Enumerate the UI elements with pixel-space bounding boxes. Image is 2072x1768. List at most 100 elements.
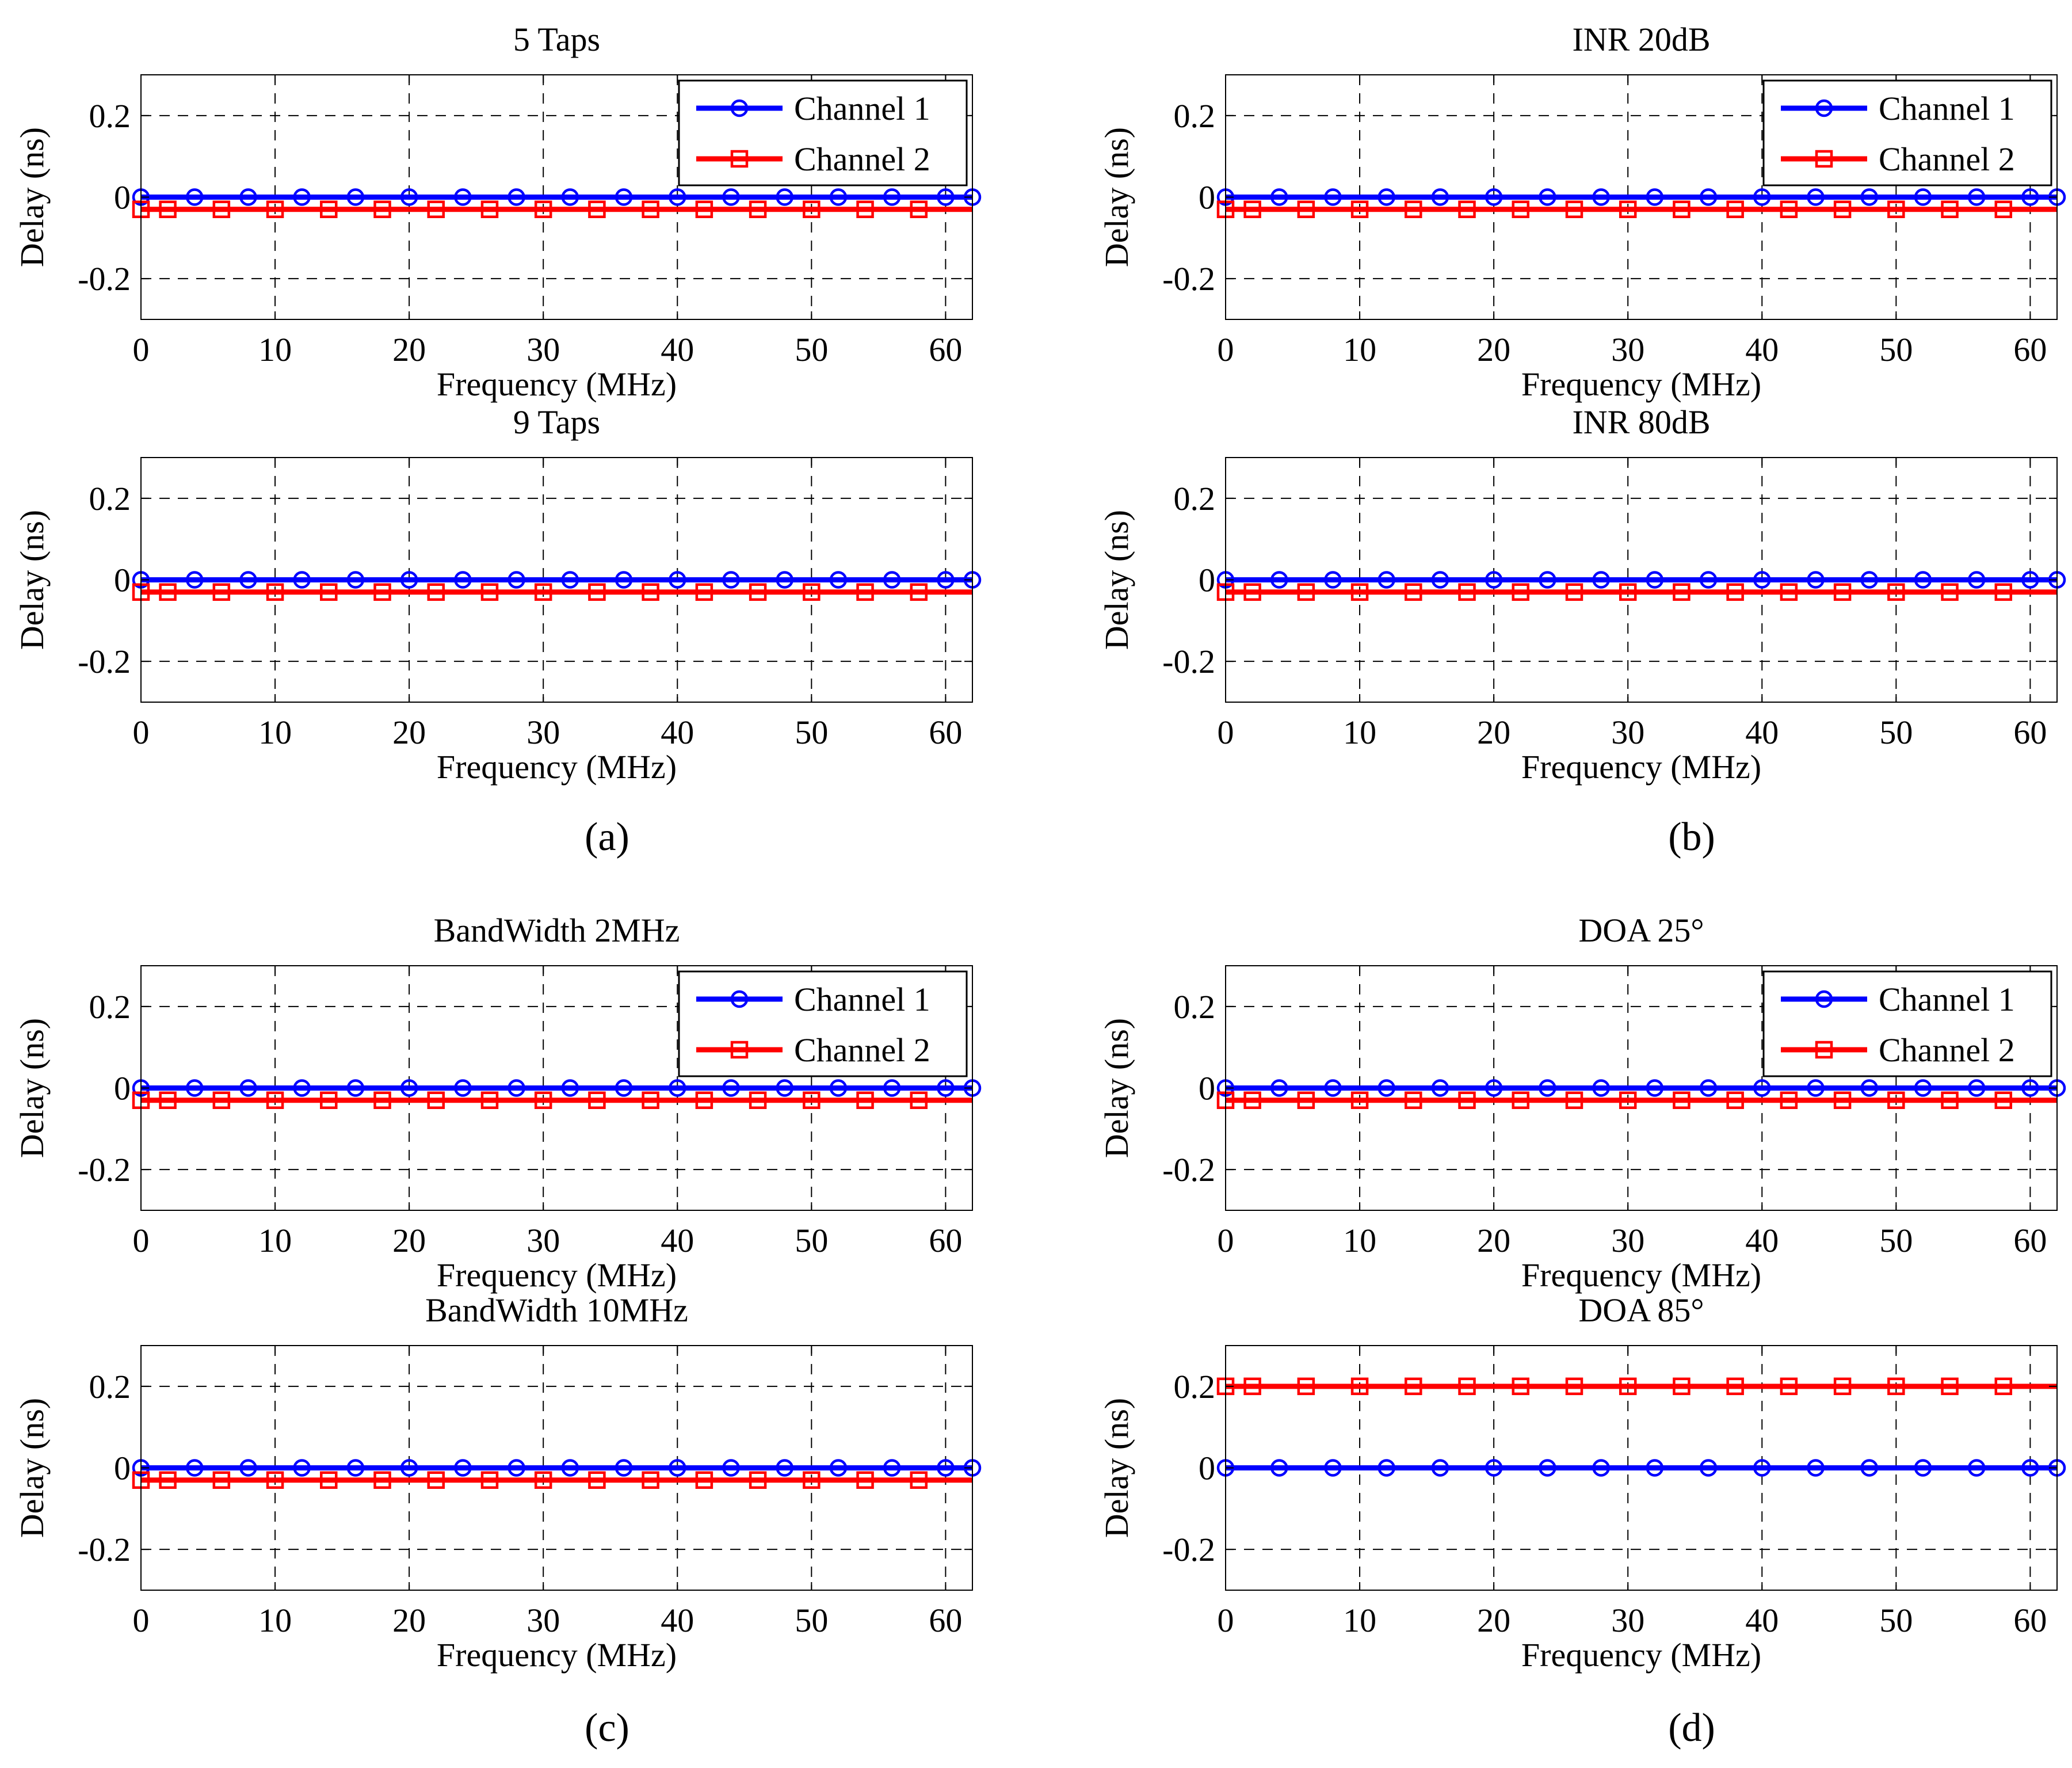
data-point-circle <box>1807 571 1825 589</box>
data-point-square <box>856 1471 874 1489</box>
data-point-circle <box>1646 1459 1664 1477</box>
data-point-square <box>910 200 928 218</box>
data-point-square <box>1405 1377 1422 1396</box>
data-point-square <box>1297 1091 1315 1109</box>
data-point-circle <box>507 571 525 589</box>
data-point-circle <box>346 188 365 206</box>
x-tick-label: 40 <box>1745 331 1779 368</box>
legend-marker-square <box>730 150 749 168</box>
caption-b: (b) <box>1668 815 1715 859</box>
data-point-square <box>1512 1377 1529 1396</box>
x-tick-label: 50 <box>1879 714 1913 751</box>
legend-marker-circle <box>730 990 749 1008</box>
data-point-circle <box>293 1459 311 1477</box>
data-point-circle <box>293 571 311 589</box>
data-point-circle <box>1324 1459 1342 1477</box>
x-tick-label: 50 <box>795 1222 828 1259</box>
data-point-square <box>1619 1091 1637 1109</box>
legend-entry: Channel 1 <box>1781 90 2015 127</box>
legend-box <box>678 79 968 186</box>
data-point-square <box>588 583 606 601</box>
y-tick-label: -0.2 <box>78 260 131 298</box>
data-point-square <box>159 1091 177 1109</box>
y-tick-label: -0.2 <box>1162 1531 1215 1568</box>
data-point-square <box>1405 1091 1422 1109</box>
x-tick-label: 30 <box>1611 1222 1644 1259</box>
data-point-circle <box>1485 1459 1503 1477</box>
x-tick-label: 60 <box>929 1602 962 1639</box>
data-point-circle <box>615 1459 633 1477</box>
data-point-square <box>1941 1377 1959 1396</box>
subplot-title: BandWidth 10MHz <box>425 1291 688 1329</box>
data-point-square <box>480 1091 499 1109</box>
data-point-circle <box>1592 1459 1610 1477</box>
x-tick-label: 60 <box>929 331 962 368</box>
caption-a: (a) <box>585 815 629 859</box>
data-point-square <box>1833 583 1852 601</box>
data-point-square <box>266 1091 284 1109</box>
data-point-circle <box>185 1079 204 1097</box>
data-point-square <box>1726 200 1744 218</box>
data-point-circle <box>937 188 955 206</box>
x-tick-label: 60 <box>929 1222 962 1259</box>
x-tick-label: 60 <box>929 714 962 751</box>
data-point-square <box>1350 583 1369 601</box>
data-point-circle <box>1967 1079 1986 1097</box>
data-point-square <box>749 1091 767 1109</box>
data-point-square <box>373 583 391 601</box>
data-point-circle <box>1914 571 1932 589</box>
data-point-circle <box>722 571 740 589</box>
x-tick-label: 0 <box>133 331 150 368</box>
data-point-square <box>1673 583 1691 601</box>
legend-marker-circle <box>1815 990 1833 1008</box>
legend: Channel 1 Channel 2 <box>678 79 968 186</box>
data-point-circle <box>346 1459 365 1477</box>
data-point-circle <box>829 1459 848 1477</box>
x-tick-label: 40 <box>1745 714 1779 751</box>
legend-entry: Channel 2 <box>1781 140 2015 178</box>
data-point-square <box>159 1471 177 1489</box>
subplot-title: DOA 25° <box>1578 912 1704 949</box>
x-tick-label: 40 <box>1745 1602 1779 1639</box>
x-tick-label: 0 <box>133 1602 150 1639</box>
data-point-square <box>1994 1091 2013 1109</box>
data-point-square <box>373 200 391 218</box>
x-tick-label: 10 <box>258 331 292 368</box>
data-point-square <box>1673 1091 1691 1109</box>
data-point-circle <box>669 1459 686 1477</box>
x-tick-label: 20 <box>392 1602 426 1639</box>
data-point-square <box>1673 1377 1691 1396</box>
x-tick-label: 10 <box>258 1222 292 1259</box>
legend-label: Channel 1 <box>1879 90 2015 127</box>
x-tick-label: 50 <box>1879 331 1913 368</box>
data-point-circle <box>185 571 204 589</box>
series-2 <box>1216 1091 2057 1109</box>
data-point-square <box>1726 583 1744 601</box>
data-point-circle <box>1485 1079 1503 1097</box>
series-1 <box>132 188 982 206</box>
data-point-square <box>1619 583 1637 601</box>
x-tick-label: 10 <box>1343 1222 1376 1259</box>
data-point-circle <box>722 1459 740 1477</box>
data-point-square <box>695 583 713 601</box>
data-point-circle <box>1967 188 1986 206</box>
data-point-square <box>856 200 874 218</box>
y-axis-label: Delay (ns) <box>13 1018 51 1158</box>
x-tick-label: 50 <box>1879 1602 1913 1639</box>
series-2 <box>1216 1377 2057 1396</box>
data-point-circle <box>293 188 311 206</box>
data-point-circle <box>1592 188 1610 206</box>
data-point-square <box>1726 1091 1744 1109</box>
data-point-square <box>1780 583 1798 601</box>
x-tick-label: 10 <box>258 1602 292 1639</box>
data-point-square <box>1512 200 1529 218</box>
data-point-circle <box>1270 571 1288 589</box>
y-axis-label: Delay (ns) <box>13 1398 51 1538</box>
data-point-square <box>1887 583 1905 601</box>
data-point-circle <box>185 188 204 206</box>
data-point-circle <box>883 1459 901 1477</box>
legend-marker-square <box>730 1041 749 1059</box>
